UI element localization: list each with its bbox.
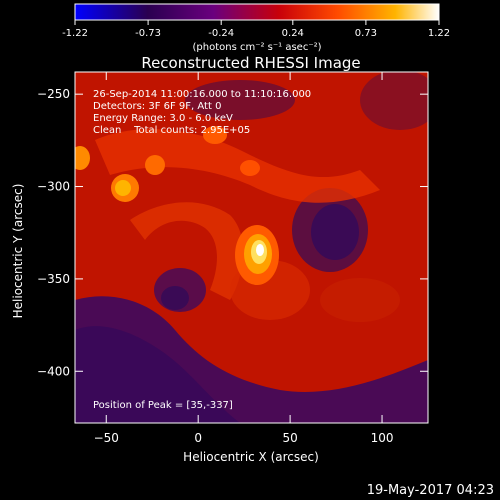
colorbar-tick-label: -0.73 bbox=[135, 28, 161, 39]
y-tick-label: −350 bbox=[37, 272, 70, 286]
y-tick-label: −300 bbox=[37, 180, 70, 194]
heatmap-region bbox=[185, 80, 295, 120]
x-axis: −50 0 50 100 bbox=[94, 72, 394, 445]
peak-position-label: Position of Peak = [35,-337] bbox=[93, 400, 233, 411]
heatmap-region bbox=[360, 72, 428, 130]
heatmap-region bbox=[75, 326, 240, 423]
x-tick-label: −50 bbox=[94, 431, 119, 445]
colorbar-tick-label: 0.24 bbox=[282, 28, 304, 39]
x-tick-label: 50 bbox=[282, 431, 297, 445]
y-tick-label: −400 bbox=[37, 364, 70, 378]
heatmap bbox=[75, 72, 428, 423]
colorbar-tick-label: 0.73 bbox=[355, 28, 377, 39]
annotation-block: 26-Sep-2014 11:00:16.000 to 11:10:16.000… bbox=[93, 89, 311, 136]
annotation-clean-counts: Clean Total counts: 2.95E+05 bbox=[93, 125, 250, 136]
heatmap-region bbox=[145, 155, 165, 175]
heatmap-region bbox=[203, 126, 227, 144]
x-tick-label: 100 bbox=[371, 431, 394, 445]
plot-frame bbox=[74, 71, 429, 424]
heatmap-intensity-map bbox=[75, 72, 428, 423]
heatmap-region bbox=[240, 160, 260, 176]
x-axis-label: Heliocentric X (arcsec) bbox=[183, 450, 319, 464]
annotation-time-range: 26-Sep-2014 11:00:16.000 to 11:10:16.000 bbox=[93, 89, 311, 100]
heatmap-region bbox=[320, 278, 400, 322]
heatmap-region bbox=[130, 202, 244, 300]
x-tick-label: 0 bbox=[194, 431, 202, 445]
y-axis: −250 −300 −350 −400 bbox=[37, 87, 428, 378]
colorbar-tick-label: 1.22 bbox=[428, 28, 450, 39]
colorbar-unit-label: (photons cm⁻² s⁻¹ asec⁻²) bbox=[192, 42, 321, 53]
heatmap-region bbox=[311, 204, 359, 260]
heatmap-region bbox=[75, 146, 90, 170]
footer-date: 19-May-2017 04:23 bbox=[367, 483, 494, 498]
y-tick-label: −250 bbox=[37, 87, 70, 101]
y-axis-label: Heliocentric Y (arcsec) bbox=[11, 184, 25, 319]
colorbar-tick-label: -0.24 bbox=[208, 28, 234, 39]
colorbar-gradient bbox=[74, 3, 440, 21]
colorbar: -1.22 -0.73 -0.24 0.24 0.73 1.22 (photons cm⁻… bbox=[62, 3, 450, 53]
heatmap-region bbox=[161, 286, 189, 310]
annotation-detectors: Detectors: 3F 6F 9F, Att 0 bbox=[93, 101, 221, 112]
heatmap-region bbox=[95, 129, 380, 203]
heatmap-region bbox=[115, 180, 131, 196]
heatmap-region bbox=[256, 244, 264, 256]
colorbar-ticks: -1.22 -0.73 -0.24 0.24 0.73 1.22 bbox=[62, 20, 450, 39]
annotation-energy-range: Energy Range: 3.0 - 6.0 keV bbox=[93, 113, 233, 124]
colorbar-tick-label: -1.22 bbox=[62, 28, 88, 39]
chart-title: Reconstructed RHESSI Image bbox=[141, 54, 360, 72]
